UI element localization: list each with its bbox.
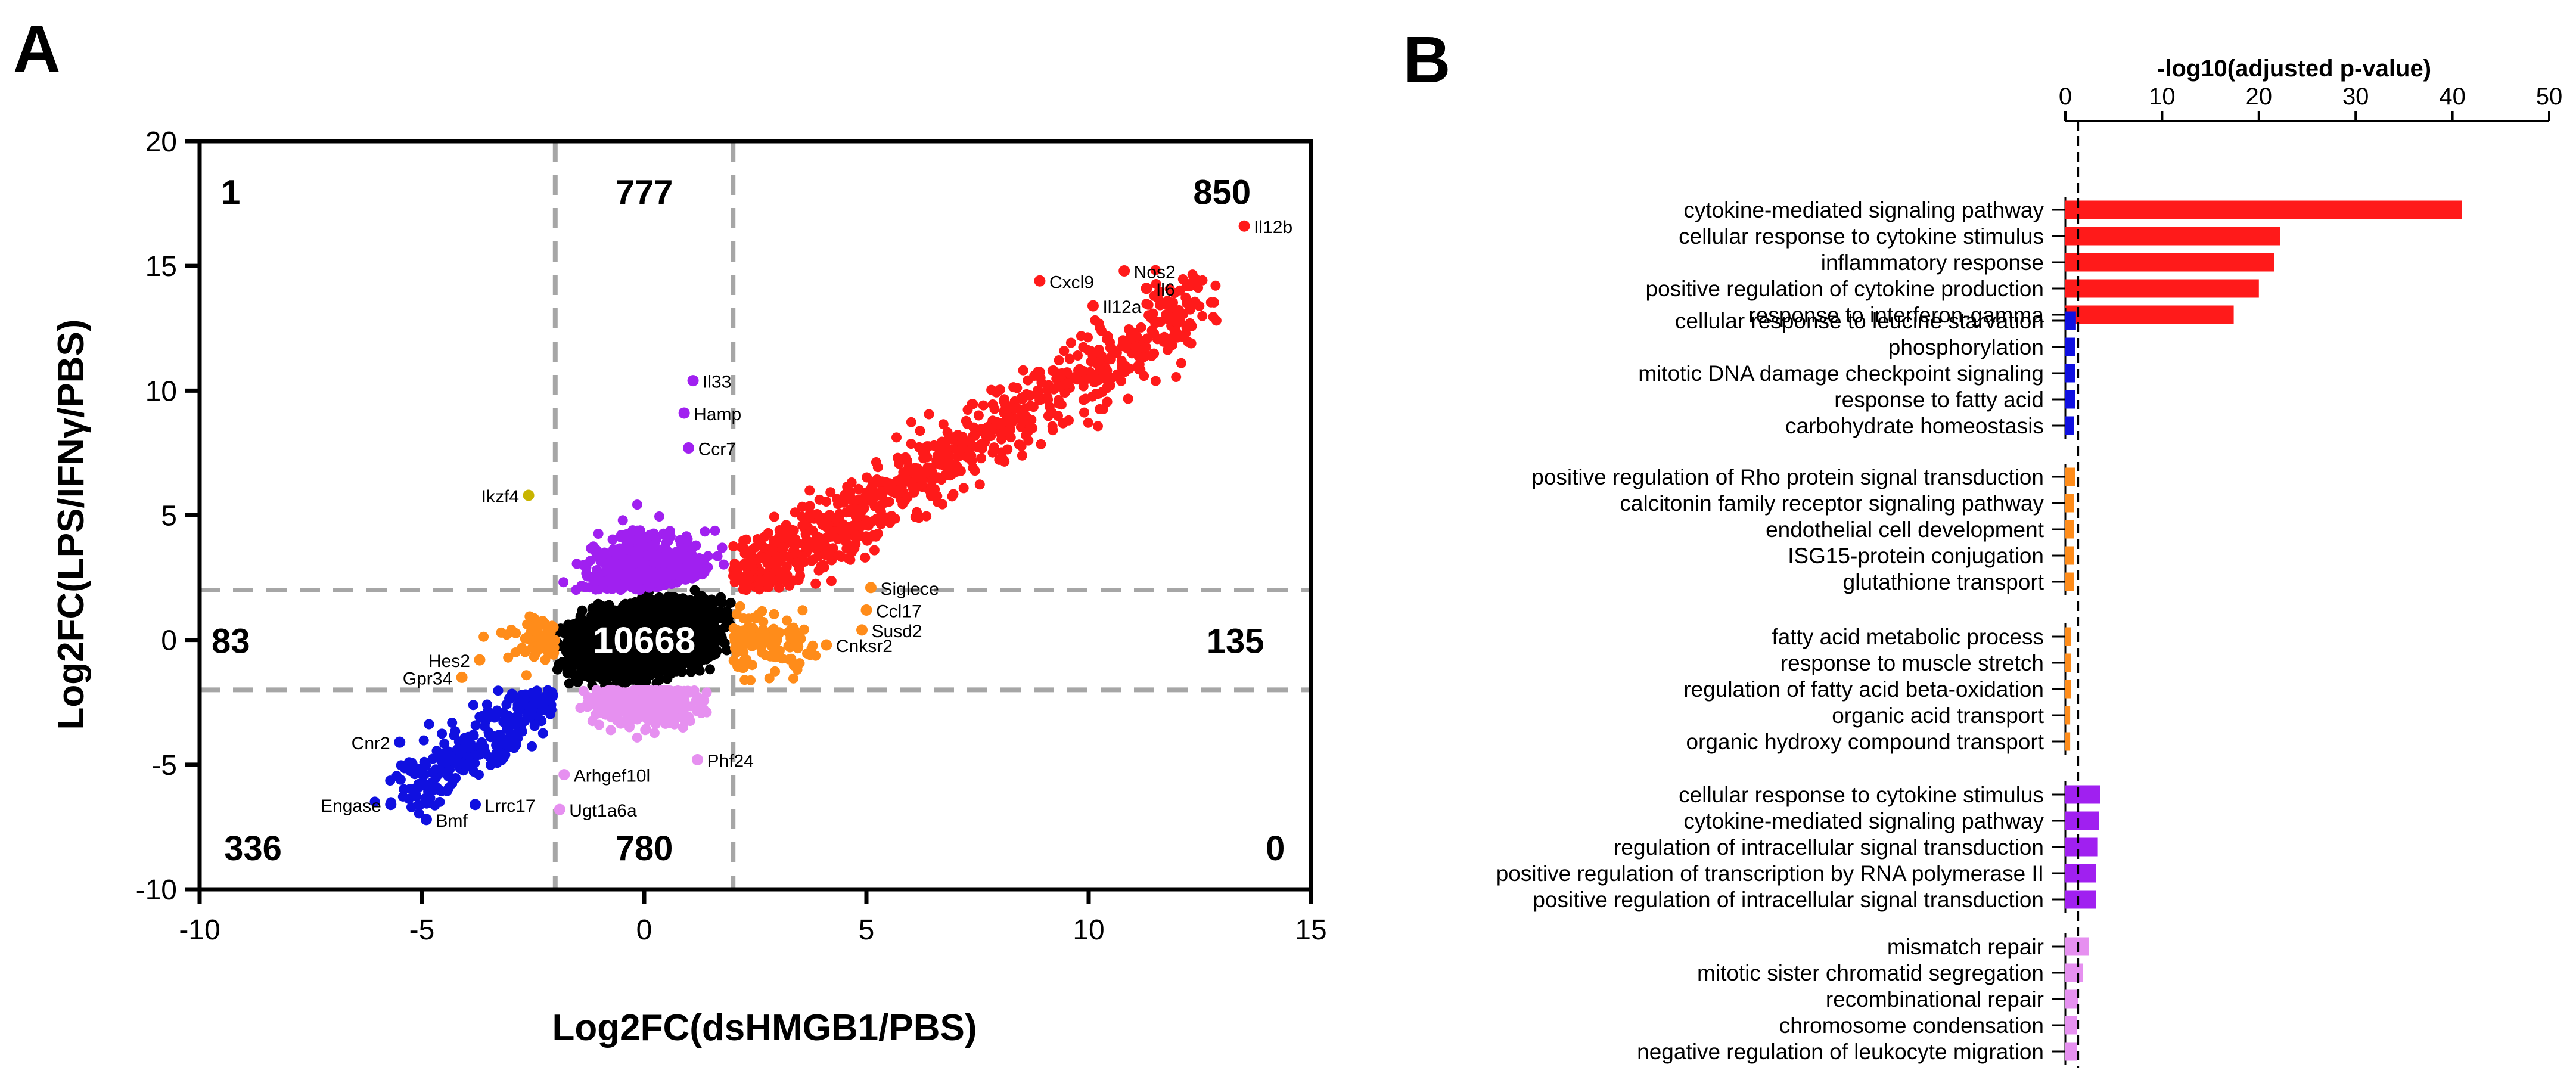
point-ns (701, 604, 711, 614)
point-up_lps_only (660, 575, 671, 585)
point-up_lps_only (670, 549, 680, 560)
point-up_lps_only (617, 583, 627, 594)
point-ns (696, 591, 707, 601)
point-up_lps_only (593, 529, 604, 539)
point-up_lps_only (717, 542, 728, 553)
point-up_lps_only (682, 566, 693, 577)
point-ns (722, 606, 732, 616)
point-ns (676, 666, 687, 677)
point-up_lps_only (652, 554, 662, 564)
point-up_lps_only (581, 562, 592, 573)
point-ns (610, 670, 621, 681)
point-up_lps_only (703, 551, 713, 561)
point-up_lps_only (638, 541, 649, 552)
point-up_lps_only (591, 584, 601, 595)
point-ns (573, 677, 583, 687)
point-up_lps_only (712, 551, 723, 561)
point-up_lps_only (650, 569, 660, 579)
threshold-lines (200, 141, 1311, 889)
point-up_lps_only (595, 576, 606, 587)
point-ns (713, 607, 724, 618)
point-ns (696, 637, 707, 647)
point-ns (626, 663, 636, 674)
point-up_lps_only (710, 525, 720, 536)
point-up_lps_only (558, 577, 569, 588)
point-ns (703, 613, 714, 624)
point-ns (629, 606, 640, 616)
point-up_lps_only (611, 571, 621, 582)
point-up_lps_only (636, 557, 647, 567)
point-up_lps_only (691, 540, 701, 551)
point-ns (717, 597, 728, 608)
point-down_lps_only (578, 685, 589, 696)
point-up_lps_only (693, 557, 704, 568)
point-up_lps_only (608, 544, 619, 554)
point-ns (593, 599, 604, 610)
point-up_lps_only (664, 526, 675, 536)
point-ns (725, 597, 736, 608)
point-up_lps_only (632, 525, 642, 536)
point-up_lps_only (617, 515, 628, 526)
point-up_lps_only (635, 584, 646, 594)
point-ns (692, 603, 703, 614)
point-ns (579, 636, 590, 646)
point-up_lps_only (719, 559, 729, 570)
point-ns (701, 654, 711, 665)
point-ns (586, 662, 596, 672)
point-up_lps_only (626, 535, 637, 545)
point-ns (705, 635, 716, 646)
point-ns (619, 602, 630, 613)
point-ns (571, 656, 582, 667)
point-ns (606, 660, 617, 671)
point-ns (686, 666, 697, 677)
point-ns (564, 678, 574, 689)
point-up_lps_only (629, 569, 639, 580)
point-ns (561, 660, 571, 671)
point-ns (648, 667, 659, 678)
panel-a-label: A (13, 13, 60, 86)
point-up_lps_only (623, 554, 634, 565)
point-up_lps_only (700, 526, 710, 537)
point-ns (666, 601, 677, 611)
point-up_lps_only (654, 511, 664, 522)
point-up_lps_only (616, 532, 626, 542)
point-ns (603, 607, 614, 618)
point-ns (633, 671, 644, 681)
point-up_lps_only (650, 540, 660, 551)
point-up_lps_only (589, 542, 599, 553)
point-up_lps_only (580, 582, 590, 592)
panel-a: A Il12bNos2Il6Cxcl9Il12aIl33HampCcr7Ikzf… (13, 13, 1327, 1048)
point-ns (705, 664, 715, 675)
point-up_lps_only (610, 559, 621, 569)
point-up_lps_only (675, 535, 685, 545)
point-up_lps_only (697, 569, 707, 580)
scatter-points (369, 265, 1222, 819)
point-up_lps_only (632, 499, 642, 510)
point-ns (719, 638, 730, 649)
point-ns (580, 618, 591, 628)
point-down_lps_only (640, 725, 651, 736)
